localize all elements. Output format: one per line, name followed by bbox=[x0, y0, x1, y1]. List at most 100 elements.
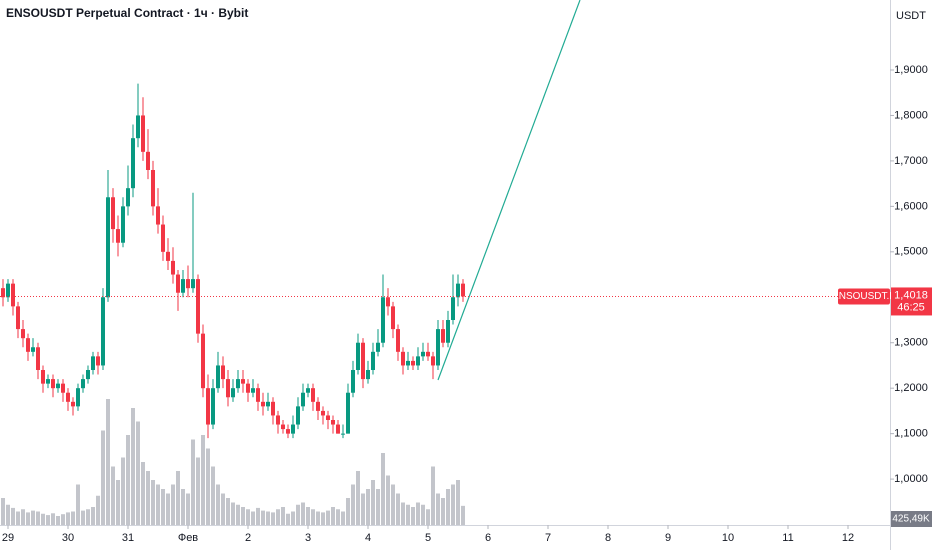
candle-body bbox=[101, 297, 105, 366]
candle-body bbox=[186, 279, 190, 289]
candle-body bbox=[141, 115, 145, 152]
volume-bar bbox=[76, 484, 80, 525]
volume-bar bbox=[196, 457, 200, 525]
candle-body bbox=[16, 306, 20, 330]
volume-bar bbox=[446, 489, 450, 525]
price-label-box bbox=[891, 287, 932, 316]
volume-bar bbox=[341, 511, 345, 525]
candle-body bbox=[341, 433, 345, 435]
candle-body bbox=[11, 283, 15, 307]
volume-bar bbox=[116, 480, 120, 525]
volume-bar bbox=[321, 512, 325, 525]
candle-body bbox=[26, 338, 30, 352]
candle-body bbox=[81, 379, 85, 389]
volume-bar bbox=[161, 489, 165, 525]
volume-bar bbox=[326, 510, 330, 525]
candle-body bbox=[246, 383, 250, 393]
volume-bar bbox=[251, 511, 255, 525]
candle-body bbox=[206, 388, 210, 425]
volume-bar bbox=[266, 511, 270, 525]
candle-body bbox=[406, 360, 410, 366]
volume-bar bbox=[371, 480, 375, 525]
candle-body bbox=[161, 224, 165, 252]
volume-bar bbox=[436, 493, 440, 525]
candle-body bbox=[136, 115, 140, 139]
volume-bar bbox=[311, 509, 315, 525]
volume-bar bbox=[66, 512, 70, 525]
candle-body bbox=[131, 138, 135, 189]
volume-bar bbox=[336, 509, 340, 525]
candle-body bbox=[366, 370, 370, 380]
volume-bar bbox=[216, 484, 220, 525]
candle-body bbox=[216, 365, 220, 389]
candle-body bbox=[166, 251, 170, 261]
candle-body bbox=[36, 347, 40, 370]
volume-bar bbox=[121, 457, 125, 525]
volume-bar bbox=[151, 480, 155, 525]
candle-body bbox=[211, 388, 215, 425]
volume-bar bbox=[156, 484, 160, 525]
candle-body bbox=[286, 429, 290, 434]
candle-body bbox=[456, 283, 460, 298]
volume-bar bbox=[241, 507, 245, 525]
volume-bar bbox=[361, 493, 365, 525]
candle-body bbox=[181, 279, 185, 293]
volume-bar bbox=[96, 495, 100, 525]
candle-body bbox=[261, 401, 265, 407]
symbol-label-box bbox=[838, 288, 890, 305]
candle-body bbox=[436, 329, 440, 366]
volume-bar bbox=[276, 509, 280, 525]
candle-body bbox=[66, 392, 70, 402]
volume-bar bbox=[316, 511, 320, 525]
candle-body bbox=[276, 415, 280, 425]
x-tick-label: 30 bbox=[62, 532, 74, 544]
candle-body bbox=[316, 401, 320, 411]
candle-body bbox=[371, 351, 375, 370]
volume-bar bbox=[126, 435, 130, 525]
volume-bar bbox=[71, 511, 75, 525]
volume-bar bbox=[301, 502, 305, 525]
candle-body bbox=[126, 188, 130, 207]
volume-bar bbox=[36, 511, 40, 525]
volume-bar bbox=[451, 484, 455, 525]
volume-bar bbox=[351, 484, 355, 525]
volume-bar bbox=[366, 489, 370, 525]
candle-body bbox=[201, 333, 205, 389]
volume-bar bbox=[376, 489, 380, 525]
volume-bar bbox=[46, 515, 50, 525]
volume-bar bbox=[56, 516, 60, 525]
x-tick-label: 31 bbox=[122, 532, 134, 544]
candle-body bbox=[76, 388, 80, 407]
candle-body bbox=[446, 320, 450, 343]
volume-bar bbox=[381, 453, 385, 525]
price-label: 1,4018 bbox=[894, 289, 928, 301]
volume-bar bbox=[256, 507, 260, 525]
volume-bar bbox=[271, 512, 275, 525]
volume-bar bbox=[26, 512, 30, 525]
candle-body bbox=[266, 401, 270, 407]
trend-line bbox=[437, 0, 581, 381]
candle-body bbox=[421, 351, 425, 357]
candle-body bbox=[6, 283, 10, 298]
volume-bar bbox=[331, 507, 335, 525]
candle-body bbox=[281, 424, 285, 430]
volume-bar bbox=[191, 439, 195, 525]
volume-bar bbox=[411, 507, 415, 525]
volume-bar bbox=[286, 513, 290, 525]
axis-unit: USDT bbox=[896, 10, 926, 22]
y-tick-label: 1,2000 bbox=[894, 382, 928, 394]
volume-bar bbox=[291, 511, 295, 525]
candle-body bbox=[361, 342, 365, 380]
candle-body bbox=[151, 170, 155, 207]
volume-bar bbox=[6, 504, 10, 525]
candle-body bbox=[396, 329, 400, 352]
candle-body bbox=[121, 206, 125, 243]
x-tick-label: 5 bbox=[425, 532, 431, 544]
volume-bar bbox=[231, 502, 235, 525]
candle-body bbox=[311, 388, 315, 402]
candle-body bbox=[21, 329, 25, 339]
volume-bar bbox=[101, 430, 105, 525]
x-tick-label: 3 bbox=[305, 532, 311, 544]
x-tick-label: 7 bbox=[545, 532, 551, 544]
volume-bar bbox=[141, 462, 145, 525]
